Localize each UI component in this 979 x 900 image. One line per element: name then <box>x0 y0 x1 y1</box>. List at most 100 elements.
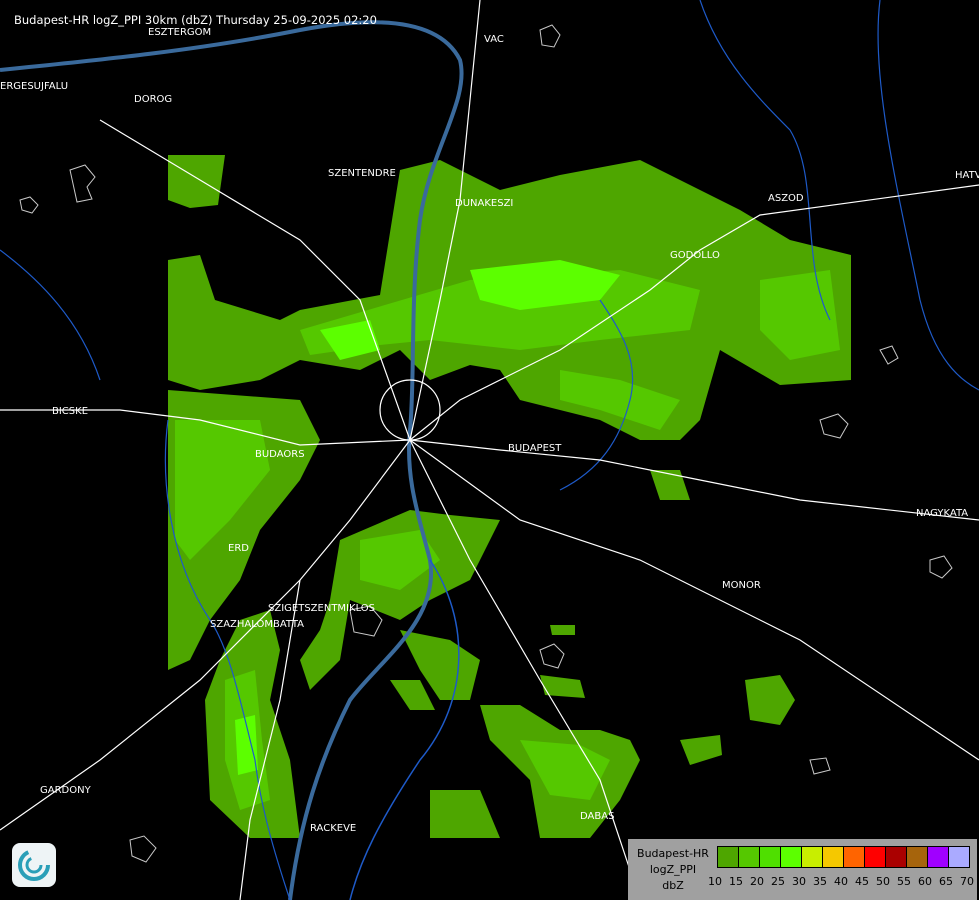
legend-tick-label: 65 <box>939 875 953 888</box>
echo-area <box>300 510 500 690</box>
city-label: BICSKE <box>52 406 88 417</box>
legend-swatch <box>739 847 760 867</box>
echo-area <box>400 630 480 700</box>
legend-tick-label: 70 <box>960 875 974 888</box>
settlement-outline <box>349 605 383 637</box>
legend-tick-label: 50 <box>876 875 890 888</box>
legend-tick-label: 20 <box>750 875 764 888</box>
city-label: SZIGETSZENTMIKLOS <box>268 603 375 614</box>
settlement-outline <box>129 835 157 863</box>
echo-area <box>168 155 225 208</box>
legend-swatch <box>844 847 865 867</box>
road <box>0 439 411 831</box>
settlement-outline <box>539 24 561 48</box>
settlement-outline <box>539 643 565 669</box>
city-label: ERD <box>228 543 249 554</box>
city-labels: ESZTERGOM VAC ERGESUJFALU DOROG SZENTEND… <box>0 27 979 834</box>
settlement-outline <box>69 164 96 203</box>
settlement-outline <box>809 757 831 775</box>
legend-tick-label: 30 <box>792 875 806 888</box>
city-label: ASZOD <box>768 193 804 204</box>
city-label: MONOR <box>722 580 761 591</box>
river <box>164 419 291 900</box>
echo-area <box>320 320 380 360</box>
legend-tick-label: 15 <box>729 875 743 888</box>
legend-label: Budapest-HR logZ_PPI dbZ <box>628 846 718 894</box>
road <box>409 184 979 441</box>
legend-swatch <box>928 847 949 867</box>
map-title: Budapest-HR logZ_PPI 30km (dbZ) Thursday… <box>14 13 377 27</box>
city-label: GODOLLO <box>670 250 720 261</box>
legend-unit: dbZ <box>662 879 684 892</box>
river <box>559 299 634 491</box>
city-label: HATV <box>955 170 979 181</box>
city-label: DABAS <box>580 811 614 822</box>
city-label: DUNAKESZI <box>455 198 513 209</box>
settlement-outline <box>819 413 849 439</box>
city-label: NAGYKATA <box>916 508 968 519</box>
legend-tick-label: 40 <box>834 875 848 888</box>
legend-tick-label: 10 <box>708 875 722 888</box>
road <box>409 439 979 761</box>
echo-area <box>745 675 795 725</box>
legend-swatch <box>802 847 823 867</box>
legend-tick-label: 45 <box>855 875 869 888</box>
legend-ticks: 10 15 20 25 30 35 40 45 50 55 60 65 70 <box>708 875 979 889</box>
road <box>409 439 979 521</box>
ring-road <box>379 379 441 441</box>
city-label: ERGESUJFALU <box>0 81 68 92</box>
danube-river-branch <box>349 559 460 900</box>
echo-area <box>235 715 258 775</box>
legend-swatch <box>823 847 844 867</box>
road <box>0 409 411 446</box>
legend-tick-label: 35 <box>813 875 827 888</box>
legend-swatch <box>949 847 969 867</box>
legend-swatches <box>717 846 970 868</box>
echo-area <box>560 370 680 430</box>
legend-swatch <box>865 847 886 867</box>
settlement-outline <box>19 196 39 214</box>
legend-tick-label: 55 <box>897 875 911 888</box>
echo-area <box>540 675 585 698</box>
settlement-outlines <box>19 24 953 863</box>
road <box>409 439 641 900</box>
legend-tick-label: 25 <box>771 875 785 888</box>
river <box>0 249 101 381</box>
radar-echoes <box>168 155 851 838</box>
city-label: GARDONY <box>40 785 92 796</box>
legend-radar-name: Budapest-HR <box>637 847 709 860</box>
river <box>877 0 979 391</box>
city-label: ESZTERGOM <box>148 27 211 38</box>
river <box>699 0 831 321</box>
echo-area <box>470 260 620 310</box>
road <box>99 119 411 441</box>
swirl-logo-icon <box>18 849 50 881</box>
settlement-outline <box>879 345 899 365</box>
legend-swatch <box>718 847 739 867</box>
echo-area <box>430 790 500 838</box>
city-label: BUDAORS <box>255 449 305 460</box>
city-label: VAC <box>484 34 504 45</box>
echo-area <box>650 470 690 500</box>
city-label: SZENTENDRE <box>328 168 396 179</box>
echo-area <box>390 680 435 710</box>
city-label: DOROG <box>134 94 172 105</box>
road <box>239 579 301 900</box>
city-label: SZAZHALOMBATTA <box>210 619 304 630</box>
echo-area <box>520 740 610 800</box>
danube-river <box>0 20 464 900</box>
weather-service-logo <box>12 843 56 887</box>
echo-area <box>175 420 270 560</box>
city-label: BUDAPEST <box>508 443 562 454</box>
legend-product: logZ_PPI <box>649 863 697 876</box>
legend-swatch <box>781 847 802 867</box>
road <box>409 0 481 441</box>
echo-area <box>550 625 575 635</box>
city-label: RACKEVE <box>310 823 356 834</box>
legend-swatch <box>886 847 907 867</box>
settlement-outline <box>929 555 953 579</box>
